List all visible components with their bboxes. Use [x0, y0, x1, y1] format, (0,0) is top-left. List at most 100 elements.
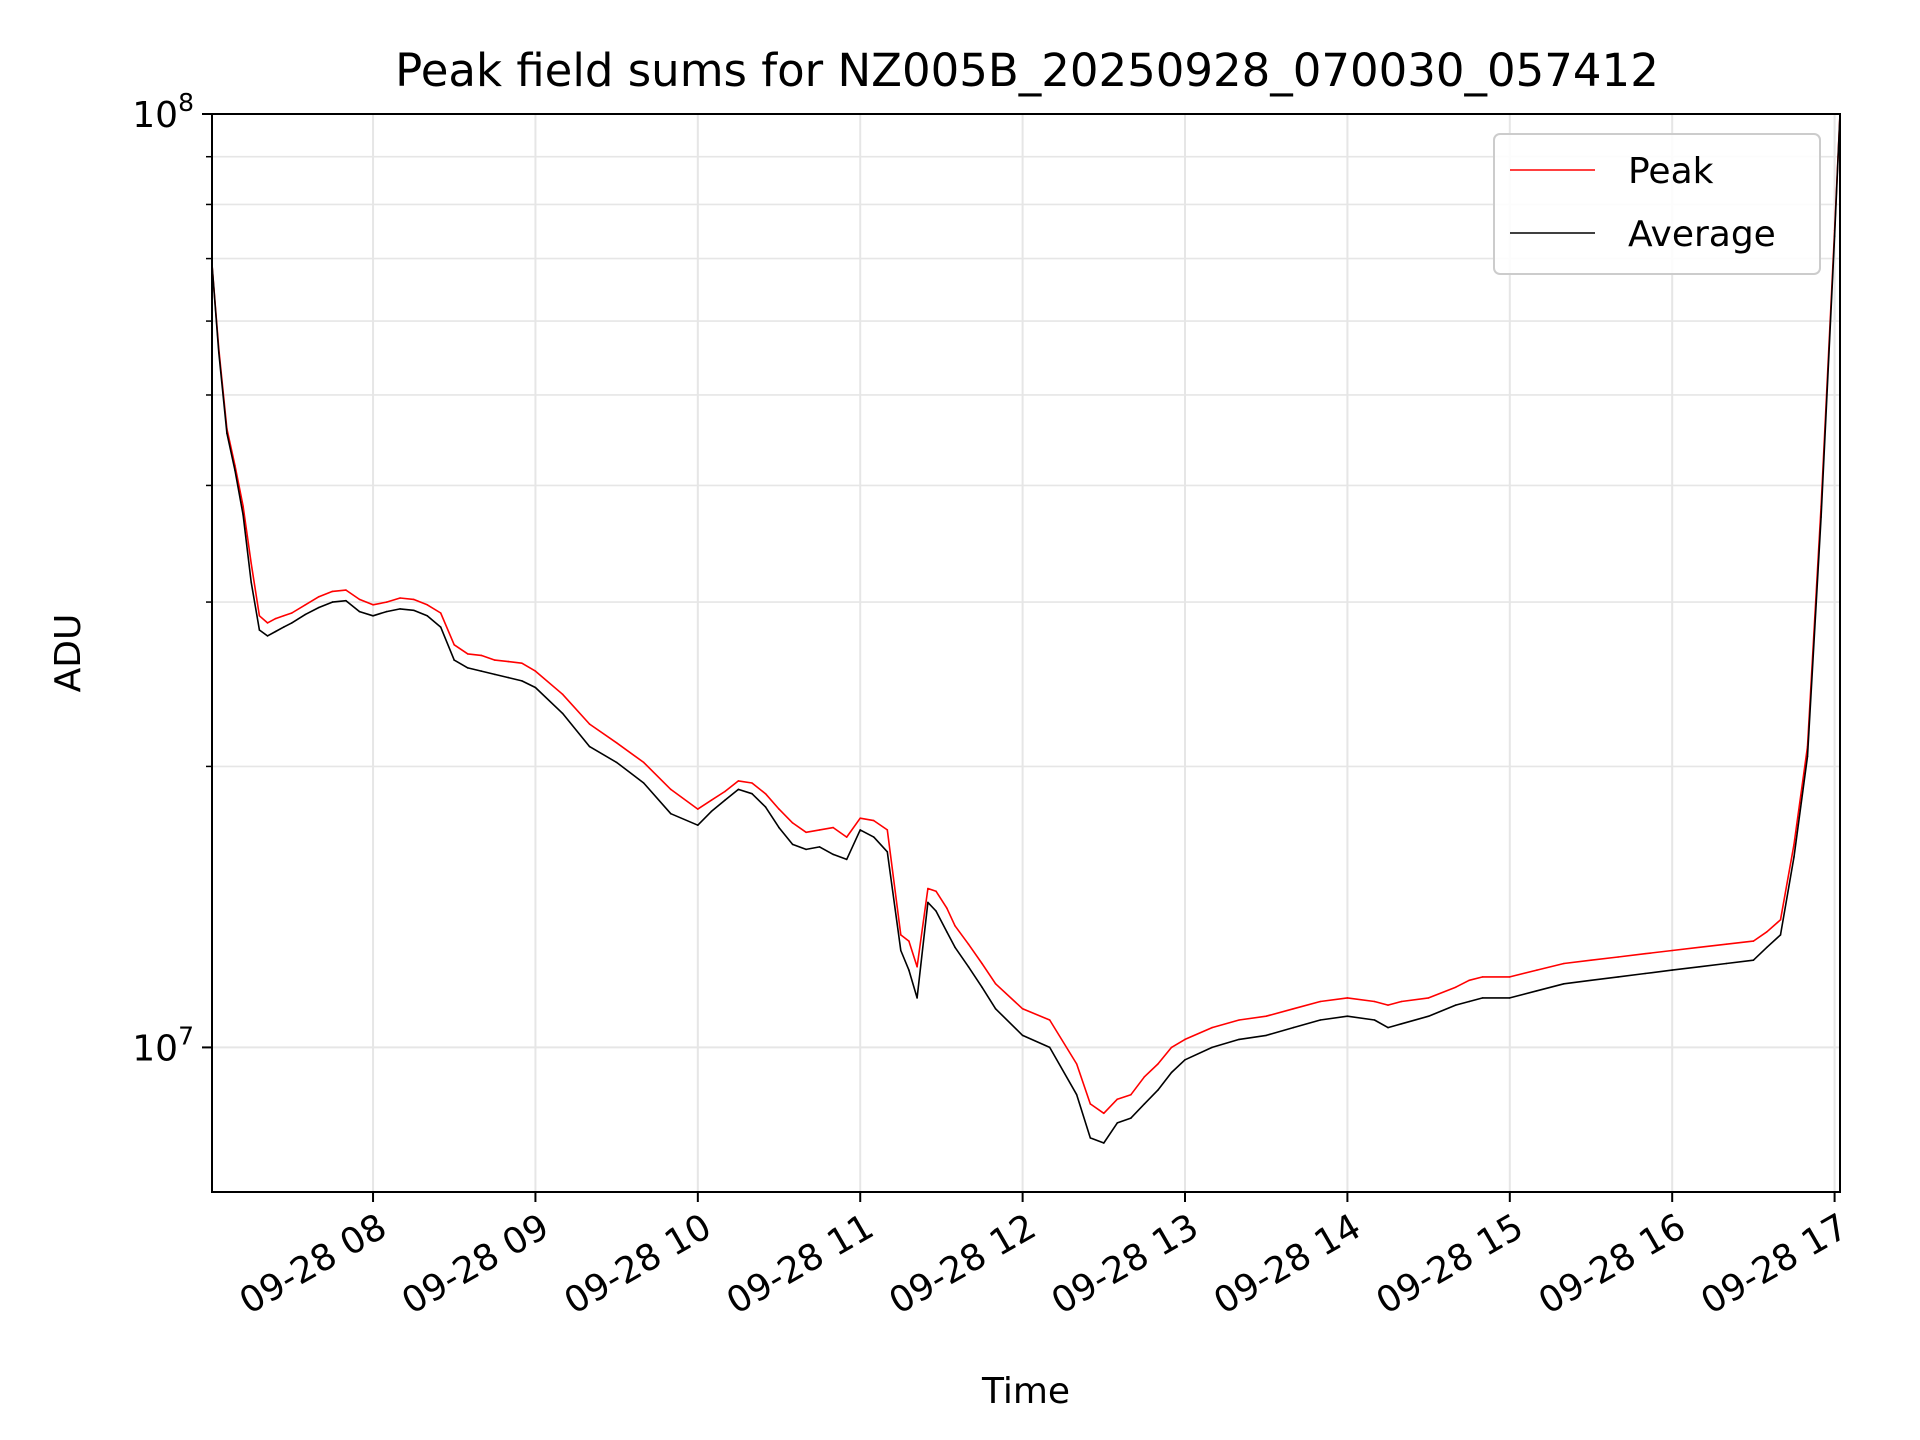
data-point-average	[791, 843, 794, 846]
data-point-average	[250, 581, 252, 584]
data-point-peak	[778, 808, 780, 810]
data-point-average	[1698, 966, 1701, 968]
data-point-average	[1075, 1093, 1078, 1096]
data-point-peak	[1021, 1008, 1024, 1010]
plot-background	[212, 114, 1840, 1192]
data-point-peak	[507, 660, 510, 663]
data-point-average	[778, 826, 780, 829]
data-point-average	[345, 599, 347, 602]
data-point-average	[1130, 1117, 1132, 1119]
data-point-peak	[900, 934, 902, 936]
data-point-average	[1509, 997, 1511, 999]
data-point-average	[697, 824, 699, 826]
data-point-average	[1644, 972, 1646, 975]
data-point-peak	[1590, 959, 1592, 961]
data-point-average	[1563, 983, 1565, 985]
data-point-average	[399, 608, 401, 610]
data-point-peak	[927, 887, 929, 890]
data-point-peak	[1170, 1046, 1173, 1049]
data-point-average	[710, 810, 713, 813]
data-point-average	[967, 966, 970, 968]
data-point-average	[1021, 1034, 1024, 1037]
data-point-average	[1143, 1103, 1146, 1105]
data-point-average	[1793, 856, 1795, 858]
data-point-average	[266, 635, 269, 637]
y-tick-label: 108	[132, 88, 194, 136]
data-point-peak	[764, 792, 767, 795]
data-point-peak	[805, 831, 807, 834]
data-point-average	[935, 910, 937, 912]
data-point-peak	[1427, 997, 1430, 999]
data-point-peak	[935, 890, 937, 892]
data-point-peak	[1468, 979, 1470, 982]
data-point-average	[534, 686, 537, 689]
data-point-average	[258, 629, 261, 631]
data-point-average	[331, 601, 334, 603]
data-point-average	[845, 858, 848, 861]
legend-frame	[1493, 133, 1821, 275]
data-point-average	[1806, 755, 1809, 758]
data-point-average	[480, 670, 483, 672]
data-point-peak	[439, 612, 442, 614]
data-point-average	[1617, 976, 1619, 978]
data-point-peak	[494, 659, 496, 661]
data-point-peak	[1346, 997, 1349, 999]
data-point-average	[994, 1008, 997, 1010]
data-point-average	[426, 615, 429, 617]
data-point-average	[737, 788, 740, 791]
data-point-average	[1752, 959, 1755, 961]
data-point-peak	[1779, 919, 1782, 921]
data-point-average	[494, 673, 496, 676]
data-point-peak	[981, 962, 983, 965]
data-point-peak	[480, 654, 483, 657]
data-point-average	[1779, 934, 1782, 936]
data-point-peak	[724, 790, 726, 793]
data-point-peak	[1766, 931, 1768, 933]
data-point-average	[282, 626, 285, 628]
data-point-peak	[1671, 949, 1673, 952]
data-point-peak	[908, 940, 910, 942]
data-point-peak	[954, 925, 956, 927]
data-point-peak	[845, 836, 848, 838]
data-point-average	[218, 351, 220, 354]
data-point-average	[1400, 1023, 1403, 1025]
data-point-peak	[1725, 943, 1728, 945]
data-point-peak	[710, 799, 713, 801]
data-point-peak	[967, 943, 970, 945]
data-point-average	[385, 610, 388, 613]
series-line-average	[211, 113, 1841, 1144]
data-point-peak	[642, 761, 645, 764]
legend-label-average: Average	[1628, 214, 1776, 255]
data-point-peak	[318, 595, 320, 598]
data-point-average	[453, 659, 456, 661]
y-tick-label-exponent: 8	[178, 88, 194, 117]
data-point-average	[291, 622, 293, 624]
data-point-peak	[1793, 843, 1795, 846]
data-point-peak	[670, 788, 672, 791]
data-point-average	[561, 712, 564, 715]
data-point-average	[1211, 1046, 1213, 1049]
data-point-average	[1238, 1038, 1240, 1041]
data-point-peak	[1238, 1019, 1240, 1021]
data-point-peak	[873, 819, 875, 822]
data-point-average	[1103, 1142, 1105, 1144]
data-point-peak	[521, 662, 523, 664]
data-point-average	[234, 469, 236, 472]
y-tick-label-base: 10	[132, 95, 178, 136]
data-point-peak	[266, 622, 269, 624]
data-point-average	[1725, 962, 1728, 965]
data-point-peak	[399, 597, 401, 599]
data-point-peak	[1089, 1103, 1092, 1105]
data-point-average	[1454, 1004, 1457, 1006]
data-point-peak	[1184, 1038, 1186, 1041]
y-axis-label: ADU	[48, 614, 89, 693]
data-point-peak	[1130, 1093, 1132, 1096]
data-point-average	[1468, 1000, 1470, 1003]
y-tick-label-exponent: 7	[178, 1021, 194, 1050]
data-point-average	[588, 745, 591, 748]
data-point-average	[1820, 516, 1822, 518]
data-point-peak	[1644, 952, 1646, 955]
series-line-peak	[211, 113, 1841, 1115]
data-point-average	[1766, 946, 1768, 949]
